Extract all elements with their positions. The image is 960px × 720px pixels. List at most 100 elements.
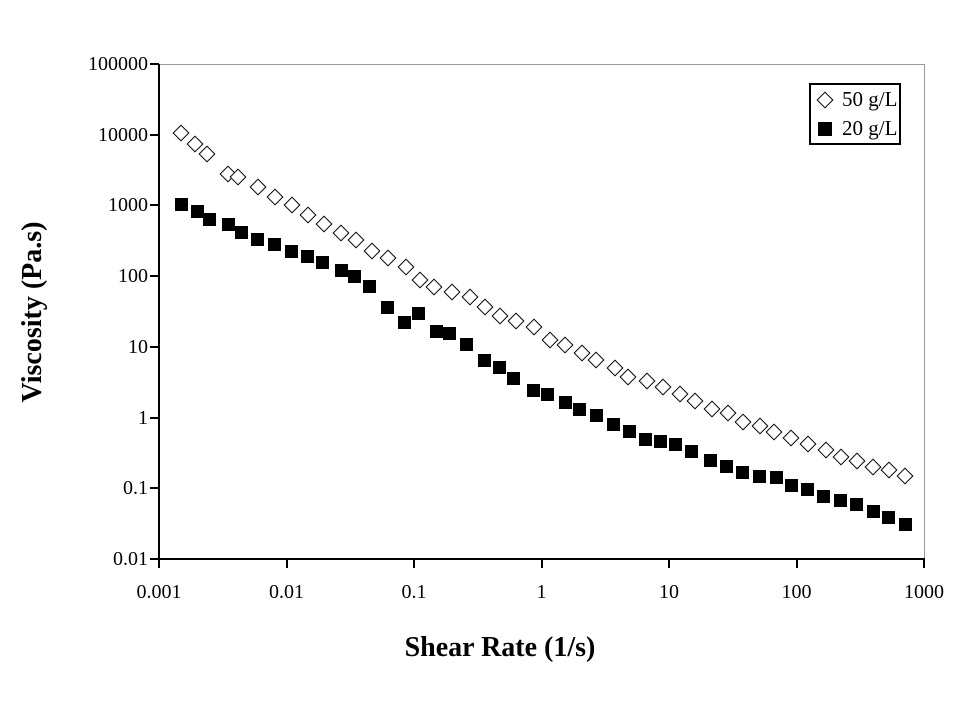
data-point-50gL: [443, 283, 461, 301]
data-point-20gL: [478, 354, 492, 368]
data-point-50gL: [491, 307, 509, 325]
data-point-20gL: [429, 325, 443, 339]
y-axis-line: [158, 64, 160, 560]
y-tick-label: 0.1: [123, 477, 148, 500]
data-point-20gL: [506, 371, 520, 385]
x-tick-label: 0.01: [269, 581, 304, 603]
filled-square-marker-icon: [818, 121, 838, 136]
data-point-20gL: [203, 213, 217, 227]
data-point-50gL: [864, 458, 882, 476]
y-tick-mark: [150, 63, 159, 65]
data-point-20gL: [736, 466, 750, 480]
x-tick-mark: [795, 560, 798, 568]
data-point-50gL: [363, 242, 381, 260]
data-point-20gL: [653, 434, 667, 448]
plot-border-right: [924, 64, 925, 559]
y-tick-mark: [150, 416, 159, 419]
data-point-20gL: [174, 198, 188, 212]
data-point-20gL: [347, 270, 361, 284]
data-point-20gL: [443, 327, 457, 341]
data-point-20gL: [817, 489, 831, 503]
data-point-50gL: [765, 423, 783, 441]
data-point-20gL: [334, 263, 348, 277]
data-point-20gL: [785, 479, 799, 493]
data-point-20gL: [190, 205, 204, 219]
data-point-50gL: [476, 298, 494, 316]
data-point-50gL: [719, 404, 737, 422]
data-point-20gL: [882, 510, 896, 524]
x-tick-mark: [158, 560, 160, 568]
y-tick-label: 1: [138, 406, 148, 429]
plot-border-top: [158, 64, 925, 65]
data-point-50gL: [880, 461, 898, 479]
data-point-20gL: [234, 226, 248, 240]
legend-label-50gL: 50 g/L: [842, 87, 898, 111]
legend-entry-50gL: 50 g/L: [816, 86, 899, 113]
data-point-20gL: [573, 402, 587, 416]
data-point-20gL: [300, 250, 314, 264]
data-point-50gL: [347, 231, 365, 249]
data-point-20gL: [669, 437, 683, 451]
data-point-20gL: [720, 460, 734, 474]
data-point-20gL: [397, 316, 411, 330]
y-tick-label: 1000: [108, 194, 148, 217]
x-tick-mark: [413, 560, 415, 568]
data-point-50gL: [283, 196, 301, 214]
y-tick-mark: [150, 345, 159, 348]
data-point-20gL: [752, 469, 766, 483]
data-point-20gL: [315, 256, 329, 270]
data-point-50gL: [249, 178, 267, 196]
legend: 50 g/L 20 g/L: [809, 83, 901, 145]
data-point-50gL: [461, 288, 479, 306]
data-point-50gL: [896, 467, 914, 485]
data-point-50gL: [315, 215, 333, 233]
data-point-50gL: [172, 124, 190, 142]
x-tick-label: 0.1: [401, 581, 427, 603]
x-tick-label: 1: [536, 581, 547, 603]
x-tick-mark: [285, 560, 288, 568]
x-axis-line: [158, 558, 925, 560]
data-point-50gL: [703, 400, 721, 418]
legend-entry-20gL: 20 g/L: [818, 115, 899, 142]
data-point-50gL: [638, 372, 656, 390]
data-point-20gL: [607, 417, 621, 431]
data-point-50gL: [299, 206, 317, 224]
data-point-50gL: [654, 378, 672, 396]
data-point-20gL: [639, 432, 653, 446]
data-point-50gL: [782, 429, 800, 447]
data-point-20gL: [541, 388, 555, 402]
open-diamond-marker-icon: [816, 91, 838, 108]
y-tick-mark: [150, 487, 159, 490]
x-tick-mark: [923, 560, 925, 568]
data-point-20gL: [381, 301, 395, 315]
x-tick-label: 0.001: [136, 581, 182, 603]
y-tick-label: 0.01: [113, 548, 148, 570]
y-tick-mark: [150, 275, 159, 278]
data-point-20gL: [801, 482, 814, 496]
y-tick-mark: [150, 133, 159, 136]
data-point-20gL: [850, 497, 864, 511]
data-point-20gL: [623, 424, 636, 438]
data-point-20gL: [285, 245, 299, 259]
data-point-50gL: [397, 258, 415, 276]
y-tick-label: 100: [118, 265, 148, 288]
data-point-50gL: [587, 351, 605, 369]
x-axis-title: Shear Rate (1/s): [404, 632, 596, 663]
data-point-50gL: [198, 145, 216, 163]
x-tick-label: 100: [781, 581, 812, 603]
y-tick-mark: [150, 558, 159, 560]
data-point-20gL: [685, 445, 699, 459]
data-point-20gL: [898, 517, 912, 531]
data-point-50gL: [619, 368, 637, 386]
data-point-20gL: [527, 384, 541, 398]
data-point-50gL: [425, 278, 443, 296]
data-point-50gL: [186, 135, 204, 153]
data-point-50gL: [799, 435, 816, 453]
data-point-50gL: [507, 312, 525, 330]
data-point-50gL: [832, 448, 850, 466]
x-tick-mark: [540, 560, 543, 568]
data-point-50gL: [734, 413, 752, 431]
data-point-50gL: [525, 318, 543, 336]
data-point-50gL: [848, 452, 866, 470]
